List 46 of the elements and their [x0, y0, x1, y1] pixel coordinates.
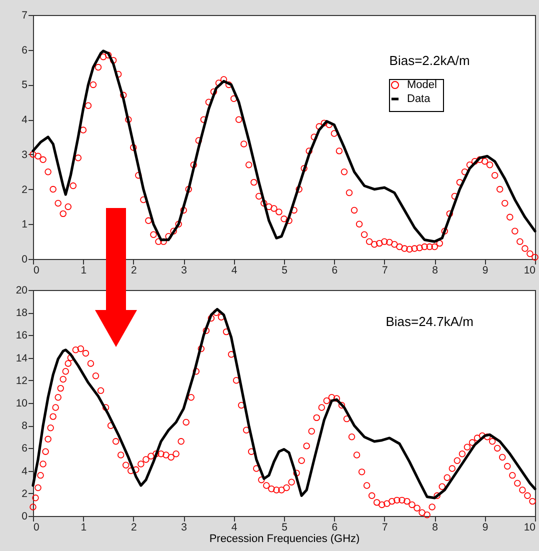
- annotation: Bias=24.7kA/m: [386, 314, 474, 329]
- x-tick-label: 9: [482, 264, 488, 276]
- y-tick-label: 3: [22, 148, 28, 161]
- y-tick-label: 4: [22, 465, 28, 478]
- x-tick-label: 9: [482, 522, 488, 534]
- x-tick-label: 1: [80, 264, 87, 276]
- x-tick-label: 1: [80, 522, 87, 534]
- y-tick-label: 10: [16, 398, 28, 410]
- y-tick-label: 0: [22, 254, 28, 266]
- x-tick-label: 8: [432, 522, 438, 534]
- x-tick-label: 6: [332, 522, 338, 534]
- y-tick-label: 18: [16, 307, 28, 320]
- y-tick-label: 8: [22, 420, 28, 432]
- y-tick-label: 1: [22, 218, 28, 231]
- x-tick-label: 8: [432, 264, 438, 276]
- legend-label: Model: [407, 79, 437, 91]
- x-tick-label: 7: [382, 264, 388, 276]
- x-tick-label: 3: [181, 522, 188, 534]
- x-tick-label: 2: [130, 264, 137, 276]
- x-tick-label: 4: [231, 264, 238, 276]
- legend-label: Data: [407, 93, 432, 105]
- y-tick-label: 14: [16, 352, 28, 364]
- x-tick-label: 0: [34, 264, 40, 276]
- x-tick-label: 5: [282, 522, 288, 534]
- y-tick-label: 5: [22, 79, 28, 92]
- x-tick-label: 7: [382, 522, 388, 534]
- x-tick-label: 4: [231, 522, 238, 534]
- y-tick-label: 2: [22, 488, 28, 500]
- x-tick-label: 3: [181, 264, 188, 276]
- x-tick-label: 10: [524, 264, 536, 276]
- y-tick-label: 20: [16, 284, 28, 296]
- x-tick-label: 10: [524, 522, 536, 534]
- x-tick-label: 2: [130, 522, 137, 534]
- y-tick-label: 6: [22, 44, 28, 56]
- y-tick-label: 16: [16, 330, 28, 342]
- y-tick-label: 12: [16, 374, 28, 387]
- annotation: Bias=2.2kA/m: [389, 53, 470, 68]
- x-tick-label: 0: [34, 522, 40, 534]
- y-tick-label: 7: [22, 10, 28, 22]
- x-tick-label: 5: [282, 264, 288, 276]
- y-tick-label: 0: [22, 510, 28, 522]
- y-tick-label: 6: [22, 442, 28, 455]
- x-tick-label: 6: [332, 264, 338, 276]
- y-tick-label: 2: [22, 184, 28, 196]
- x-axis-title: Precession Frequencies (GHz): [209, 533, 360, 545]
- y-tick-label: 4: [22, 114, 28, 126]
